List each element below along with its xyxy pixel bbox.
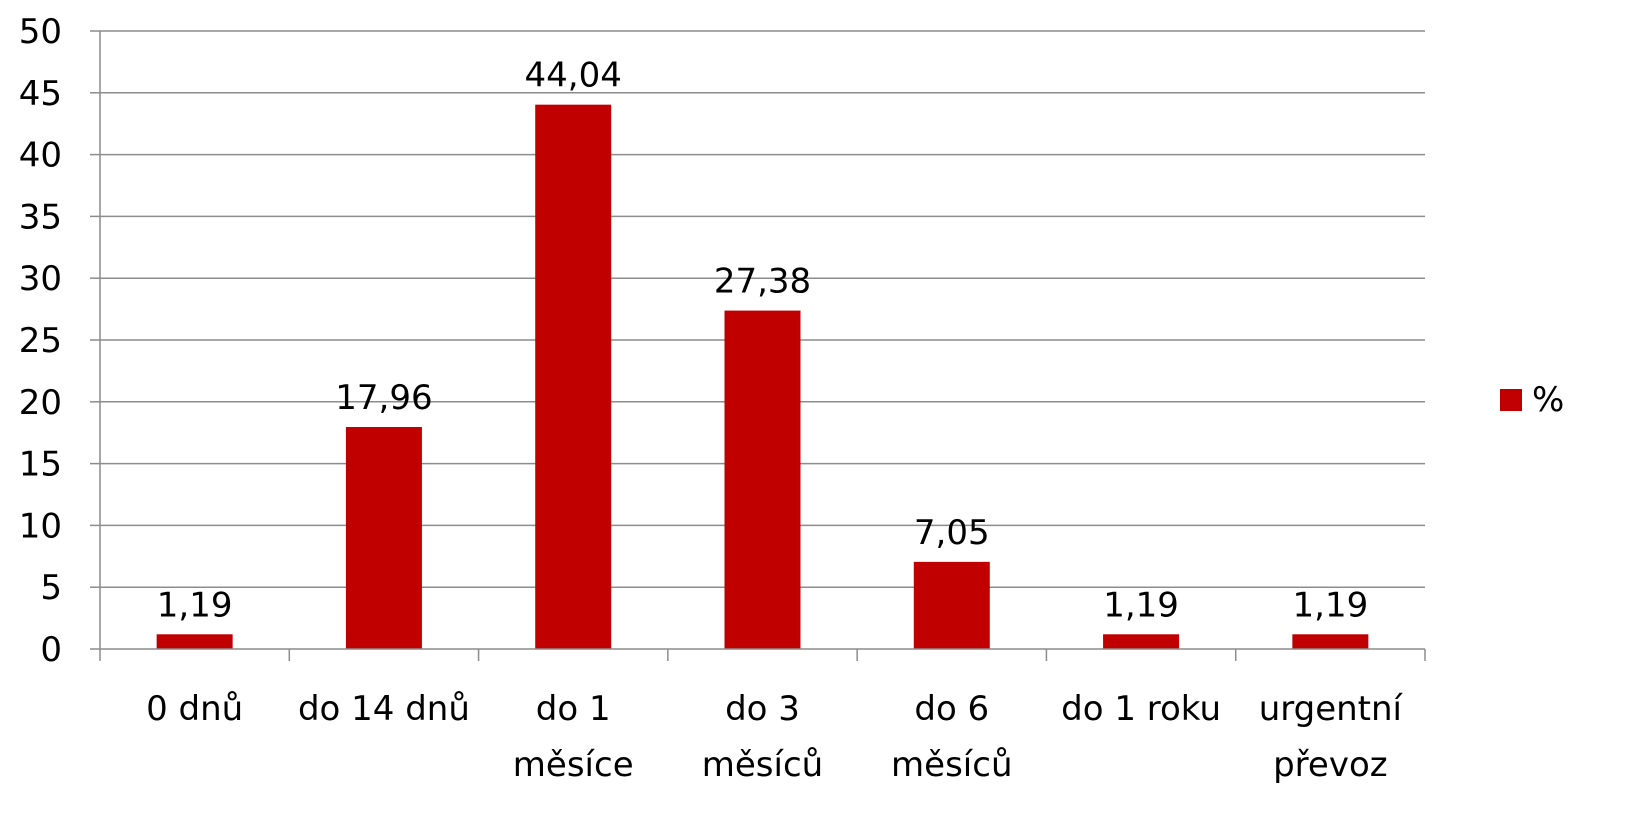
legend-swatch <box>1500 389 1522 411</box>
x-category-label: do 6 měsíců <box>891 689 1012 785</box>
y-tick-label: 50 <box>19 12 62 52</box>
y-tick-label: 20 <box>19 383 62 423</box>
data-label: 1,19 <box>1103 585 1179 625</box>
bar <box>724 310 801 649</box>
bar <box>345 427 422 649</box>
x-category-label: 0 dnů <box>146 689 243 729</box>
y-tick-label: 5 <box>40 568 62 608</box>
x-category-line: do 14 dnů <box>298 689 470 729</box>
x-category-label: urgentní převoz <box>1259 689 1404 785</box>
data-label: 1,19 <box>157 585 233 625</box>
y-tick-label: 15 <box>19 445 62 485</box>
x-category-line: do 3 <box>725 689 800 729</box>
y-tick-label: 25 <box>19 321 62 361</box>
bars <box>156 104 1369 650</box>
y-tick-label: 45 <box>19 74 62 114</box>
x-axis-labels: 0 dnů do 14 dnů do 1 měsíce do 3 měsíců do 6 mě… <box>146 689 1403 785</box>
bar <box>1103 634 1180 649</box>
data-label: 27,38 <box>714 262 811 302</box>
x-category-line: měsíců <box>702 745 823 785</box>
bar <box>1292 634 1369 649</box>
data-label: 44,04 <box>525 56 622 96</box>
data-label: 1,19 <box>1293 585 1369 625</box>
x-category-line: převoz <box>1273 745 1388 785</box>
x-category-line: 0 dnů <box>146 689 243 729</box>
y-tick-label: 10 <box>19 506 62 546</box>
data-label: 17,96 <box>335 378 432 418</box>
x-category-label: do 3 měsíců <box>702 689 823 785</box>
bar <box>535 104 612 650</box>
x-category-line: do 1 roku <box>1061 689 1221 729</box>
y-tick-label: 35 <box>19 197 62 237</box>
legend-label: % <box>1532 380 1564 420</box>
y-axis-ticks: 0 5 10 15 20 25 30 35 40 45 50 <box>19 12 100 670</box>
y-tick-label: 0 <box>40 630 62 670</box>
bar <box>913 561 990 649</box>
x-category-line: měsíce <box>513 745 634 785</box>
x-category-label: do 1 měsíce <box>513 689 634 785</box>
x-category-line: měsíců <box>891 745 1012 785</box>
x-category-line: do 1 <box>536 689 611 729</box>
data-labels: 1,19 17,96 44,04 27,38 7,05 1,19 1,19 <box>157 56 1368 626</box>
data-label: 7,05 <box>914 513 990 553</box>
x-category-line: do 6 <box>914 689 989 729</box>
legend: % <box>1500 380 1564 420</box>
x-category-label: do 14 dnů <box>298 689 470 729</box>
y-tick-label: 30 <box>19 259 62 299</box>
axes <box>99 31 1426 661</box>
x-category-label: do 1 roku <box>1061 689 1221 729</box>
bar <box>156 634 233 649</box>
y-tick-label: 40 <box>19 136 62 176</box>
x-category-line: urgentní <box>1259 689 1404 729</box>
